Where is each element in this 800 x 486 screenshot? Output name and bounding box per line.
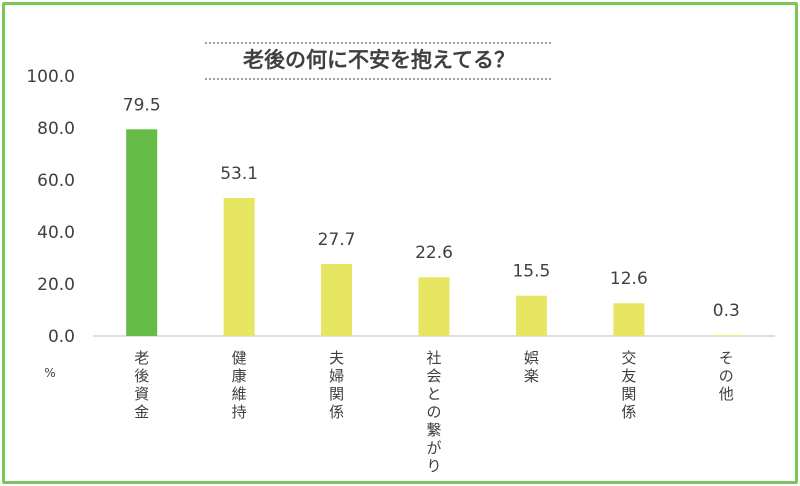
x-category-label: 老後資金 <box>134 349 149 421</box>
bar <box>126 129 158 336</box>
chart-title-text: 老後の何に不安を抱えてる？ <box>243 48 515 72</box>
y-tick-label: 20.0 <box>37 275 75 295</box>
x-category-label: その他 <box>719 349 734 403</box>
y-axis-unit-label: % <box>44 366 55 380</box>
y-tick-label: 100.0 <box>26 67 75 87</box>
data-label: 27.7 <box>318 230 356 250</box>
x-category-label: 娯楽 <box>524 349 539 385</box>
bar <box>223 197 255 336</box>
bar <box>418 277 450 336</box>
chart-title: 老後の何に不安を抱えてる？ <box>205 42 553 80</box>
data-label: 53.1 <box>220 164 258 184</box>
bar <box>710 335 742 336</box>
data-label: 79.5 <box>123 95 161 115</box>
y-tick-label: 40.0 <box>37 223 75 243</box>
data-label: 0.3 <box>713 301 740 321</box>
x-category-label: 交友関係 <box>621 349 636 421</box>
data-labels: 79.5 53.1 27.7 22.6 15.5 12.6 0.3 <box>123 95 740 321</box>
bars <box>126 129 742 336</box>
bar-chart: 老後の何に不安を抱えてる？ 0.0 20.0 40.0 60.0 80.0 100.0 7… <box>26 42 775 475</box>
bar <box>613 303 645 336</box>
y-tick-label: 80.0 <box>37 119 75 139</box>
x-category-label: 夫婦関係 <box>329 349 344 421</box>
data-label: 15.5 <box>512 262 550 282</box>
x-axis-categories: 老後資金 健康維持 夫婦関係 社会との繋がり 娯楽 交友関係 その他 <box>134 349 734 475</box>
y-tick-label: 60.0 <box>37 171 75 191</box>
data-label: 22.6 <box>415 243 453 263</box>
x-category-label: 社会との繋がり <box>426 349 441 475</box>
bar <box>321 263 353 336</box>
y-tick-label: 0.0 <box>48 327 75 347</box>
y-axis-ticks: 0.0 20.0 40.0 60.0 80.0 100.0 <box>26 67 75 347</box>
x-category-label: 健康維持 <box>232 349 247 421</box>
bar <box>515 295 547 336</box>
data-label: 12.6 <box>610 269 648 289</box>
